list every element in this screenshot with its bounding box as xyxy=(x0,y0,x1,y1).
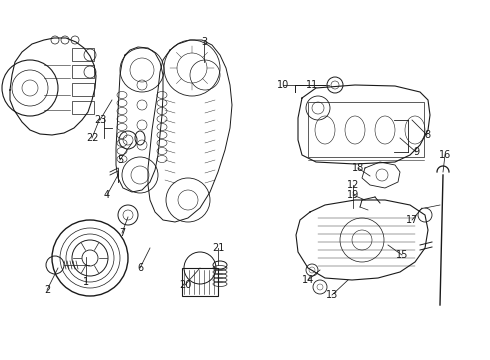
Text: 2: 2 xyxy=(44,285,50,295)
Text: 19: 19 xyxy=(347,190,359,200)
Bar xyxy=(72,83,94,96)
Bar xyxy=(308,102,424,157)
Text: 20: 20 xyxy=(179,280,191,290)
Text: 6: 6 xyxy=(137,263,143,273)
Text: 9: 9 xyxy=(413,147,419,157)
Text: 1: 1 xyxy=(83,277,89,287)
Text: 17: 17 xyxy=(406,215,418,225)
Text: 13: 13 xyxy=(326,290,338,300)
Bar xyxy=(72,101,94,114)
Text: 14: 14 xyxy=(302,275,314,285)
Text: 10: 10 xyxy=(277,80,289,90)
Text: 21: 21 xyxy=(212,243,224,253)
Text: 18: 18 xyxy=(352,163,364,173)
Text: 12: 12 xyxy=(347,180,359,190)
Text: 7: 7 xyxy=(119,228,125,238)
Text: 16: 16 xyxy=(439,150,451,160)
Text: 23: 23 xyxy=(94,115,106,125)
Text: 4: 4 xyxy=(104,190,110,200)
Text: 11: 11 xyxy=(306,80,318,90)
Text: 22: 22 xyxy=(86,133,98,143)
Text: 15: 15 xyxy=(396,250,408,260)
Bar xyxy=(72,48,94,61)
Bar xyxy=(182,268,218,296)
Bar xyxy=(72,65,94,78)
Text: 8: 8 xyxy=(424,130,430,140)
Text: 5: 5 xyxy=(117,155,123,165)
Text: 3: 3 xyxy=(201,37,207,47)
